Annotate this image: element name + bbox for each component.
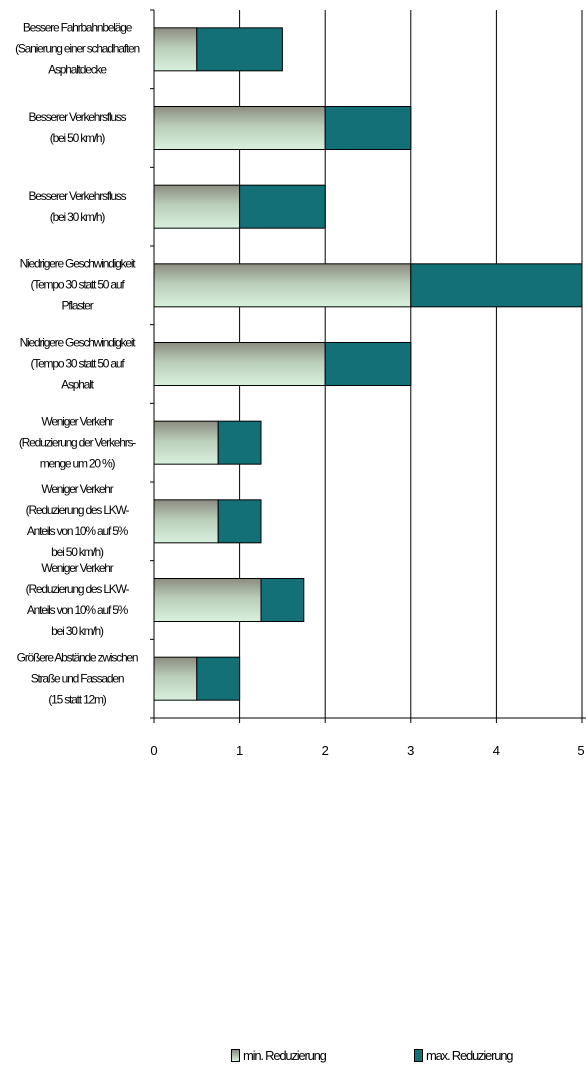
bar-min-2 [153, 106, 326, 150]
category-label-line: (Reduzierung der Verkehrs- [18, 435, 136, 450]
category-label-line: Bessere Fahrbahnbeläge [22, 20, 133, 35]
bar-min-1 [153, 27, 198, 72]
legend-swatch-min [231, 1049, 240, 1062]
bar-max-4 [410, 263, 583, 308]
x-tick-label-5: 5 [577, 743, 584, 758]
category-label-6: Weniger Verkehr (Reduzierung der Verkehrs… [4, 411, 150, 474]
legend-label-min: min. Reduzierung [243, 1048, 327, 1063]
category-label-line: Anteils von 10% auf 5% [26, 603, 129, 617]
bar-max-5 [324, 342, 412, 386]
category-label-line: menge um 20 %) [39, 456, 116, 471]
x-tick-label-0: 0 [150, 743, 157, 758]
category-label-line: Weniger Verkehr [41, 561, 113, 575]
x-tick-label-2: 2 [322, 743, 329, 758]
category-label-line: (15 statt 12m) [48, 692, 106, 707]
legend-label-max: max. Reduzierung [426, 1048, 514, 1063]
bar-min-5 [153, 342, 326, 386]
category-label-line: Größere Abstände zwischen [16, 650, 139, 665]
bar-max-7 [217, 499, 262, 544]
category-label-line: (Sanierung einer schadhaften [15, 41, 140, 56]
category-label-9: Größere Abstände zwischen Straße und Fass… [4, 647, 150, 710]
bar-min-6 [153, 420, 219, 465]
x-tick-label-3: 3 [407, 743, 414, 758]
category-label-4: Niedrigere Geschwindigkeit (Tempo 30 stat… [4, 254, 150, 317]
legend-item-max: max. Reduzierung [414, 1048, 514, 1063]
category-label-line: Weniger Verkehr [41, 414, 113, 429]
category-label-line: Pflaster [61, 298, 93, 313]
legend: min. Reduzierung max. Reduzierung [0, 1048, 586, 1068]
legend-item-min: min. Reduzierung [231, 1048, 327, 1063]
category-label-line: (Tempo 30 statt 50 auf [30, 277, 124, 292]
category-label-line: Anteils von 10% auf 5% [26, 524, 129, 539]
bar-max-3 [239, 184, 326, 229]
category-label-line: (Reduzierung des LKW- [25, 582, 130, 596]
bar-max-8 [260, 578, 305, 622]
category-label-line: (bei 30 km/h) [49, 209, 106, 224]
category-label-line: Asphaltdecke [48, 62, 107, 77]
category-label-2: Besserer Verkehrsfluss (bei 50 km/h) [4, 107, 150, 149]
bar-min-8 [153, 578, 262, 622]
category-label-1: Bessere Fahrbahnbeläge (Sanierung einer s… [4, 18, 150, 81]
bar-min-3 [153, 184, 241, 229]
category-label-line: bei 50 km/h) [51, 545, 104, 560]
category-label-line: bei 30 km/h) [51, 624, 104, 638]
bar-min-9 [153, 656, 198, 701]
category-label-line: (bei 50 km/h) [49, 131, 106, 145]
category-label-7: Weniger Verkehr (Reduzierung des LKW- Ante… [4, 479, 150, 563]
bar-min-4 [153, 263, 412, 308]
category-label-line: Asphalt [61, 377, 94, 392]
category-label-line: Besserer Verkehrsfluss [28, 110, 127, 124]
category-label-line: Niedrigere Geschwindigkeit [19, 256, 136, 271]
category-label-line: Besserer Verkehrsfluss [28, 188, 127, 203]
category-label-line: Straße und Fassaden [30, 671, 125, 686]
category-label-line: Weniger Verkehr [41, 482, 113, 497]
x-tick-label-4: 4 [493, 743, 500, 758]
category-label-5: Niedrigere Geschwindigkeit (Tempo 30 stat… [4, 333, 150, 396]
bar-max-6 [217, 420, 262, 465]
bar-max-2 [324, 106, 412, 150]
legend-swatch-max [414, 1049, 423, 1062]
category-label-8: Weniger Verkehr (Reduzierung des LKW- Ante… [4, 558, 150, 642]
category-label-line: (Tempo 30 statt 50 auf [30, 356, 124, 371]
bar-min-7 [153, 499, 219, 544]
category-label-line: (Reduzierung des LKW- [25, 503, 130, 518]
category-label-3: Besserer Verkehrsfluss (bei 30 km/h) [4, 186, 150, 228]
x-tick-label-1: 1 [236, 743, 243, 758]
bar-max-1 [196, 27, 283, 72]
bar-max-9 [196, 656, 241, 701]
category-label-line: Niedrigere Geschwindigkeit [19, 335, 136, 350]
